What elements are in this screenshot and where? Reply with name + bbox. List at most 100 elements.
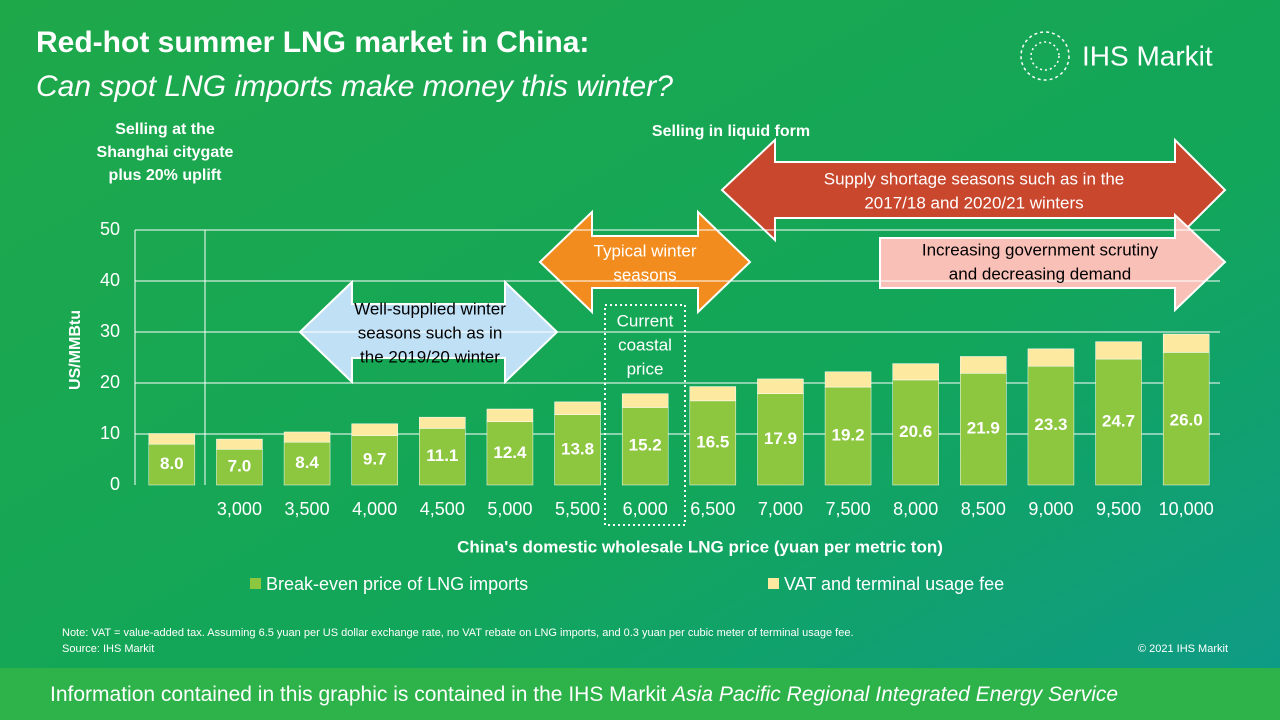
x-tick-label: 8,500 bbox=[961, 499, 1006, 519]
value-label: 9.7 bbox=[363, 450, 387, 469]
liquid-note: Selling in liquid form bbox=[652, 123, 810, 140]
value-label: 11.1 bbox=[426, 446, 458, 465]
note: Note: VAT = value-added tax. Assuming 6.… bbox=[62, 627, 854, 639]
x-tick-label: 5,500 bbox=[555, 499, 600, 519]
x-tick-label: 7,000 bbox=[758, 499, 803, 519]
typical-text: Typical winter bbox=[594, 241, 697, 260]
bar-segment bbox=[419, 416, 466, 429]
value-label: 23.3 bbox=[1034, 415, 1067, 434]
y-axis-label: US/MMBtu bbox=[67, 310, 84, 390]
y-tick-label: 50 bbox=[100, 219, 120, 239]
bar-segment bbox=[689, 386, 737, 402]
current-text: Current bbox=[617, 311, 674, 330]
typical-arrow bbox=[538, 209, 752, 315]
x-tick-label: 3,500 bbox=[285, 499, 330, 519]
bar-segment bbox=[554, 401, 601, 415]
bar-segment bbox=[1162, 333, 1210, 353]
x-tick-label: 3,000 bbox=[217, 499, 262, 519]
x-tick-label: 5,000 bbox=[487, 499, 532, 519]
bar-segment bbox=[757, 393, 804, 486]
x-tick-label: 4,500 bbox=[420, 499, 465, 519]
legend-label: VAT and terminal usage fee bbox=[784, 574, 1004, 594]
bar-segment bbox=[486, 421, 534, 486]
footer-text: Information contained in this graphic is… bbox=[50, 683, 672, 706]
x-tick-label: 9,000 bbox=[1028, 499, 1073, 519]
bar-segment bbox=[283, 431, 331, 443]
logo: IHS Markit bbox=[1082, 40, 1213, 71]
value-label: 19.2 bbox=[832, 426, 865, 445]
bar-segment bbox=[148, 443, 196, 486]
scrutiny-text: and decreasing demand bbox=[949, 264, 1131, 283]
bar-segment bbox=[351, 435, 398, 486]
shortage-arrow bbox=[720, 137, 1227, 243]
x-tick-label: 9,500 bbox=[1096, 499, 1141, 519]
bar-segment bbox=[960, 373, 1007, 486]
bar-segment bbox=[1095, 358, 1142, 486]
y-tick-label: 0 bbox=[110, 474, 120, 494]
left-note: Shanghai citygate bbox=[97, 144, 234, 161]
current-text: coastal bbox=[618, 335, 672, 354]
bar-segment bbox=[621, 407, 669, 486]
left-note: Selling at the bbox=[115, 121, 215, 138]
x-tick-label: 6,500 bbox=[690, 499, 735, 519]
value-label: 15.2 bbox=[629, 436, 662, 455]
subtitle: Can spot LNG imports make money this win… bbox=[36, 70, 673, 103]
shortage-text: Supply shortage seasons such as in the bbox=[824, 169, 1125, 188]
x-axis-label: China's domestic wholesale LNG price (yu… bbox=[457, 537, 943, 556]
y-tick-label: 20 bbox=[100, 372, 120, 392]
well-supplied-text: Well-supplied winter bbox=[354, 299, 506, 318]
well-supplied-text: the 2019/20 winter bbox=[360, 347, 500, 366]
value-label: 21.9 bbox=[967, 419, 1000, 438]
bar-segment bbox=[824, 371, 872, 388]
bar-segment bbox=[892, 363, 939, 381]
x-tick-label: 7,500 bbox=[826, 499, 871, 519]
bar-segment bbox=[1027, 365, 1075, 486]
shortage-text: 2017/18 and 2020/21 winters bbox=[864, 193, 1083, 212]
value-label: 16.5 bbox=[696, 432, 729, 451]
footer: Information contained in this graphic is… bbox=[50, 683, 1118, 706]
y-tick-label: 30 bbox=[100, 321, 120, 341]
bar-segment bbox=[824, 386, 872, 486]
value-label: 13.8 bbox=[561, 439, 594, 458]
x-tick-label: 6,000 bbox=[623, 499, 668, 519]
bar-segment bbox=[419, 428, 466, 486]
current-text: price bbox=[627, 359, 664, 378]
bar-segment bbox=[1027, 348, 1075, 367]
bar-segment bbox=[1095, 341, 1142, 360]
bar-segment bbox=[216, 449, 263, 486]
bar-segment bbox=[757, 378, 804, 394]
current-price-box bbox=[604, 304, 686, 526]
legend-swatch bbox=[250, 578, 261, 589]
y-tick-label: 10 bbox=[100, 423, 120, 443]
value-label: 24.7 bbox=[1102, 411, 1135, 430]
bar-segment bbox=[554, 414, 601, 486]
value-label: 17.9 bbox=[764, 429, 797, 448]
footer-bar bbox=[0, 668, 1280, 720]
left-note: plus 20% uplift bbox=[109, 167, 223, 184]
value-label: 8.4 bbox=[295, 453, 319, 472]
footer-italic: Asia Pacific Regional Integrated Energy … bbox=[670, 683, 1118, 706]
bar-segment bbox=[621, 393, 669, 408]
value-label: 7.0 bbox=[228, 457, 252, 476]
source: Source: IHS Markit bbox=[62, 643, 154, 655]
value-label: 8.0 bbox=[160, 454, 184, 473]
value-label: 20.6 bbox=[899, 422, 932, 441]
well-supplied-text: seasons such as in bbox=[358, 323, 503, 342]
x-tick-label: 4,000 bbox=[352, 499, 397, 519]
bar-segment bbox=[689, 400, 737, 486]
typical-text: seasons bbox=[613, 265, 676, 284]
bar-segment bbox=[486, 408, 534, 423]
bar-segment bbox=[283, 441, 331, 486]
y-tick-label: 40 bbox=[100, 270, 120, 290]
bar-segment bbox=[216, 438, 263, 450]
logo-mark bbox=[1020, 31, 1070, 81]
x-tick-label: 10,000 bbox=[1159, 499, 1214, 519]
legend-label: Break-even price of LNG imports bbox=[266, 574, 528, 594]
bar-segment bbox=[960, 356, 1007, 374]
x-tick-label: 8,000 bbox=[893, 499, 938, 519]
legend-swatch bbox=[768, 578, 779, 589]
bar-segment bbox=[351, 423, 398, 436]
bar-segment bbox=[1162, 352, 1210, 486]
copyright: © 2021 IHS Markit bbox=[1138, 643, 1228, 655]
